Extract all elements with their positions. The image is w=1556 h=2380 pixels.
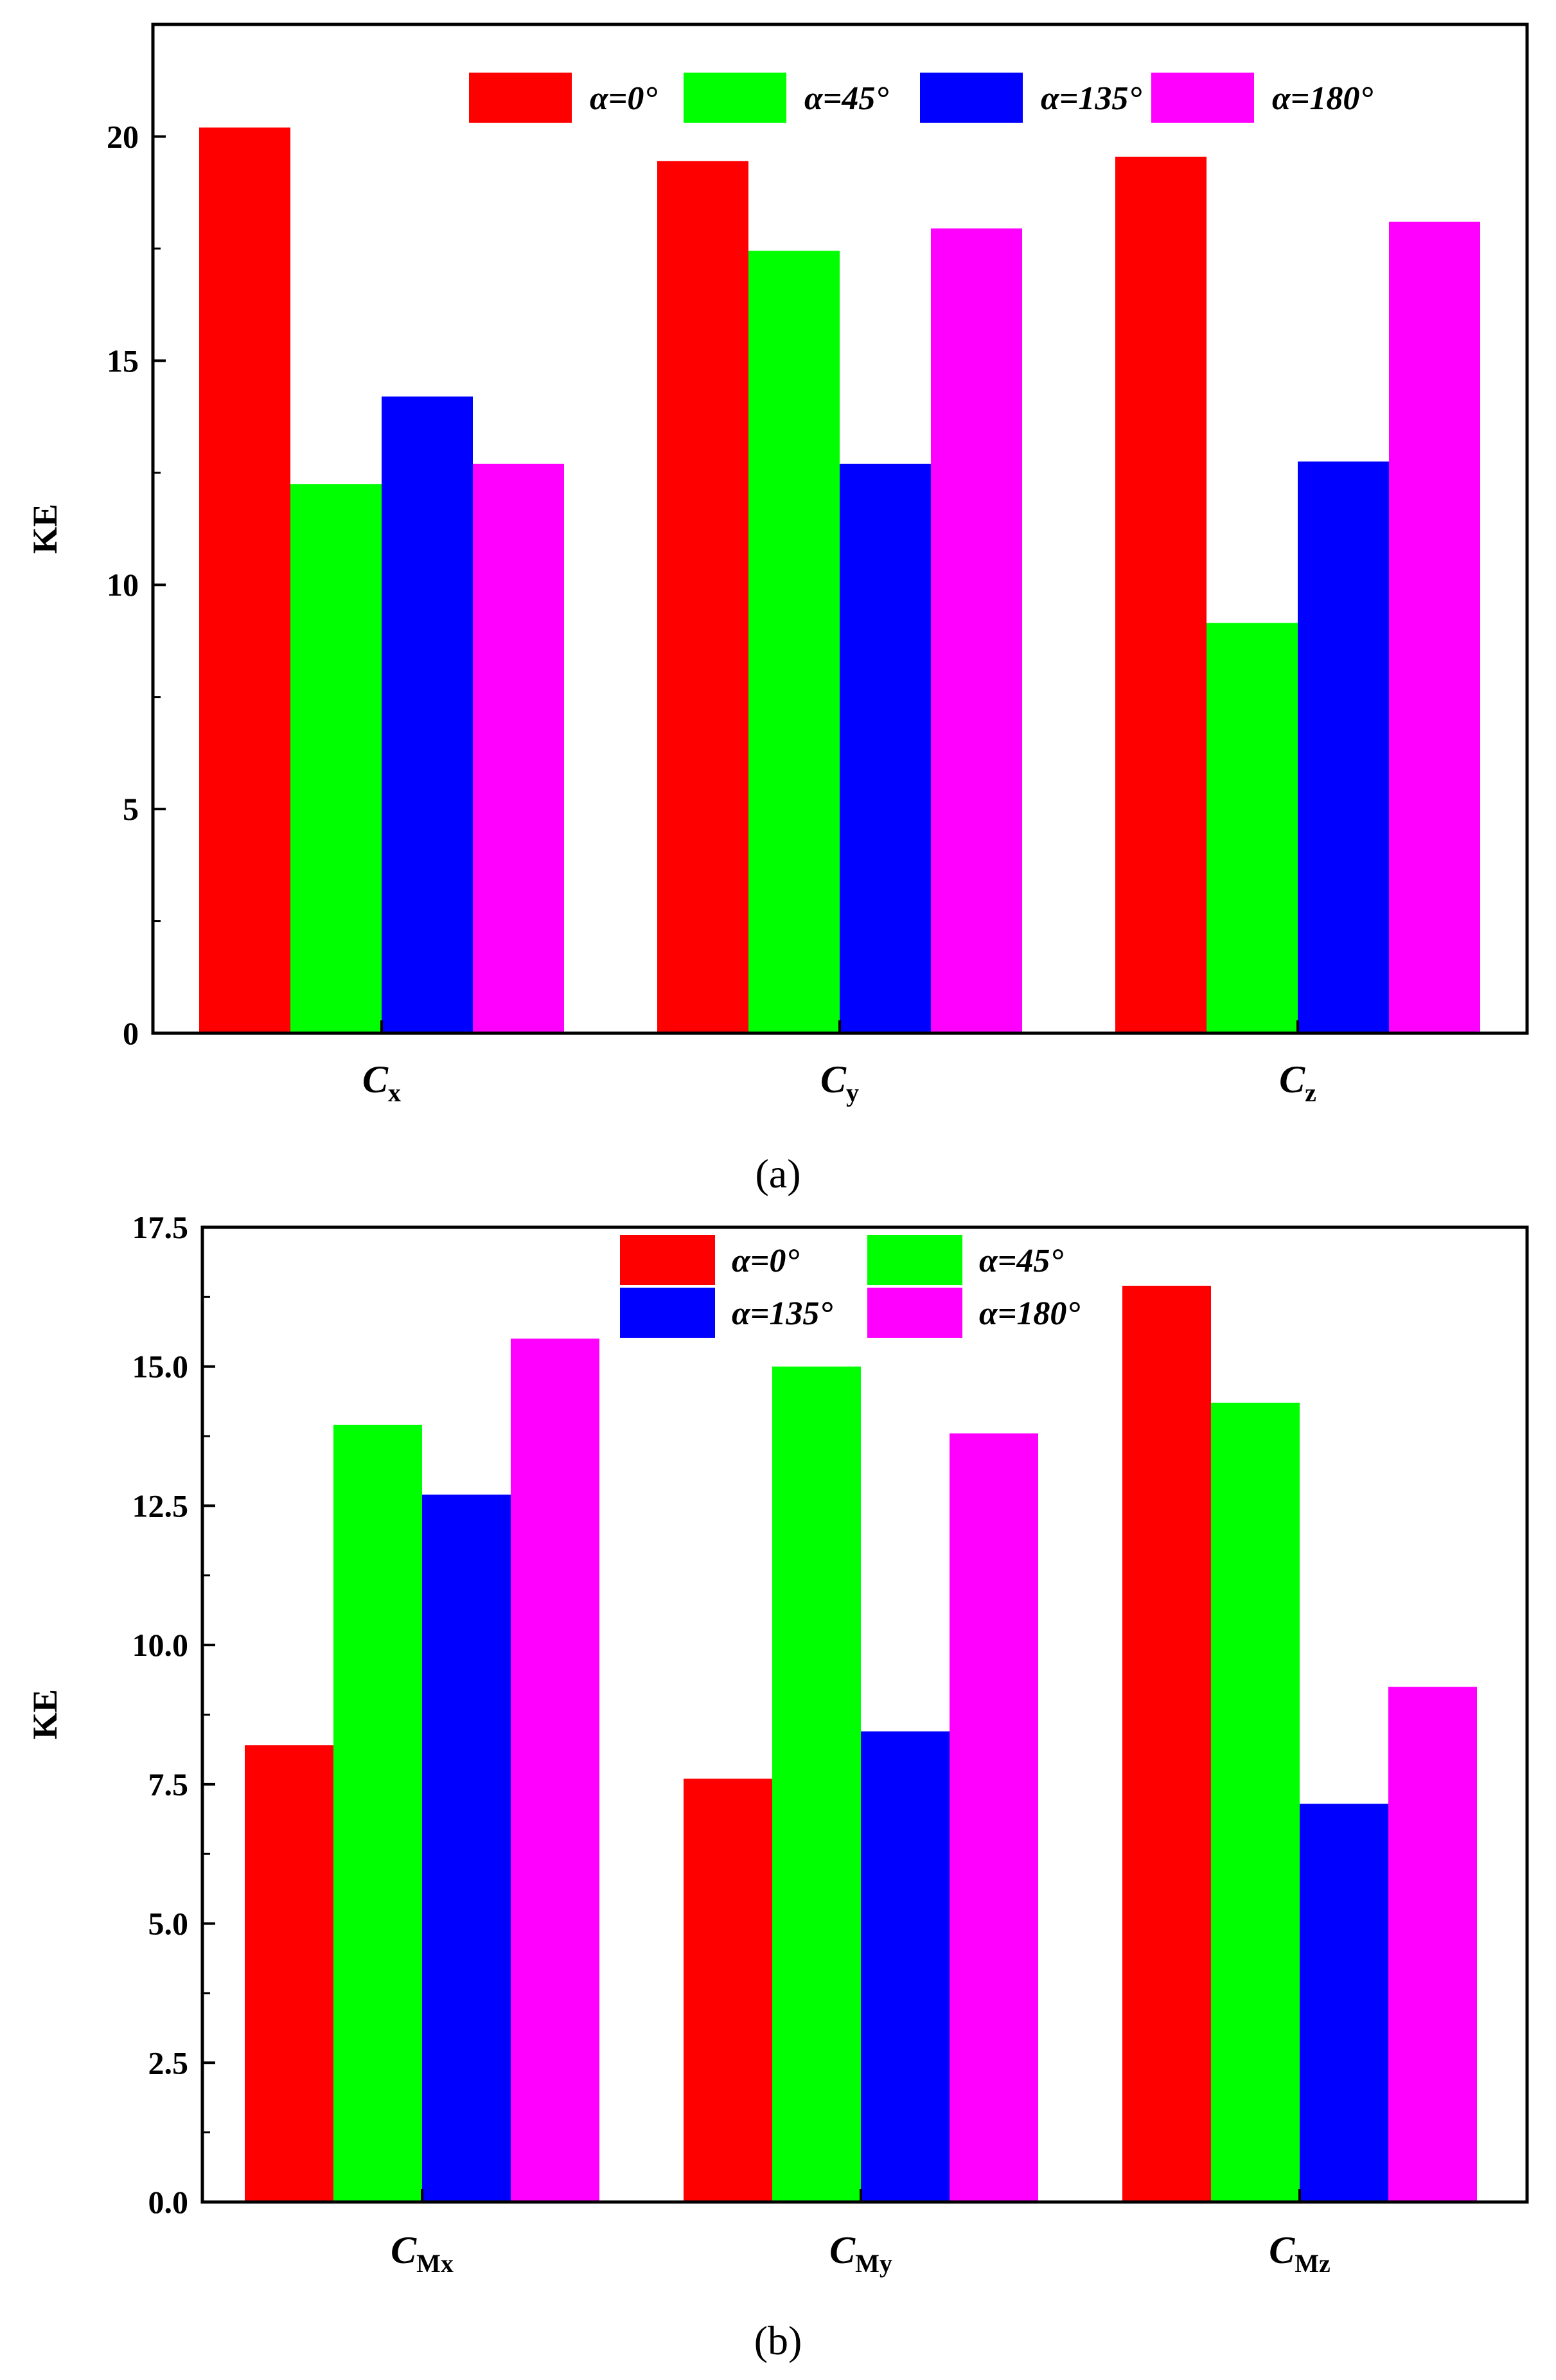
category-main: C (829, 2229, 856, 2271)
category-sub: My (855, 2249, 892, 2278)
y-tick-label: 7.5 (148, 1766, 189, 1802)
legend-label: α=0° (732, 1243, 799, 1279)
y-tick-label: 17.5 (132, 1209, 189, 1245)
bar-3-2 (1388, 1687, 1477, 2202)
category-main: C (391, 2229, 417, 2271)
bar-1-1 (748, 251, 840, 1033)
legend-swatch (684, 73, 786, 123)
bar-0-0 (245, 1745, 333, 2202)
legend-label: α=180° (979, 1295, 1080, 1332)
category-sub: y (846, 1078, 859, 1107)
x-category-label: Cx (362, 1058, 401, 1107)
bar-3-2 (1389, 222, 1480, 1033)
bar-3-0 (473, 463, 564, 1033)
bar-0-0 (199, 127, 290, 1033)
bar-0-2 (1122, 1286, 1211, 2202)
y-tick-label: 10 (107, 567, 139, 603)
panel-label: (a) (755, 1151, 800, 1196)
bar-1-2 (1207, 623, 1298, 1033)
bar-3-1 (950, 1433, 1038, 2202)
category-sub: Mx (416, 2249, 454, 2278)
legend-swatch (620, 1235, 715, 1285)
y-tick-label: 2.5 (148, 2045, 189, 2081)
y-tick-label: 0 (123, 1015, 139, 1051)
bar-2-1 (840, 463, 931, 1033)
bar-2-2 (1300, 1804, 1388, 2202)
bar-2-0 (382, 396, 473, 1033)
legend-label: α=180° (1272, 80, 1373, 117)
y-tick-label: 10.0 (132, 1627, 189, 1663)
y-tick-label: 15 (107, 342, 139, 378)
bar-1-2 (1211, 1403, 1300, 2202)
y-axis-title: KE (26, 504, 64, 554)
bar-1-0 (333, 1425, 422, 2202)
legend-swatch (620, 1288, 715, 1338)
x-category-label: Cz (1279, 1058, 1316, 1107)
legend-swatch (867, 1288, 962, 1338)
legend-swatch (469, 73, 572, 123)
legend-label: α=135° (732, 1295, 833, 1332)
category-main: C (1269, 2229, 1295, 2271)
bar-1-1 (772, 1366, 861, 2202)
x-category-label: CMx (391, 2229, 454, 2278)
category-main: C (820, 1058, 847, 1101)
x-category-label: CMz (1269, 2229, 1331, 2278)
y-tick-label: 20 (107, 118, 139, 154)
bar-3-1 (931, 228, 1022, 1033)
legend-label: α=45° (979, 1243, 1063, 1279)
category-main: C (362, 1058, 389, 1101)
legend-swatch (1151, 73, 1254, 123)
y-tick-label: 5.0 (148, 1906, 189, 1942)
legend-swatch (920, 73, 1023, 123)
legend-label: α=135° (1041, 80, 1142, 117)
category-sub: x (388, 1078, 401, 1107)
category-main: C (1279, 1058, 1305, 1101)
y-tick-label: 15.0 (132, 1349, 189, 1385)
bar-1-0 (290, 484, 382, 1033)
y-tick-label: 0.0 (148, 2184, 189, 2220)
legend-swatch (867, 1235, 962, 1285)
bar-0-1 (657, 161, 748, 1033)
y-tick-label: 5 (123, 791, 139, 827)
x-category-label: Cy (820, 1058, 859, 1107)
bar-0-1 (684, 1779, 772, 2202)
bar-3-0 (511, 1338, 599, 2202)
bar-0-2 (1115, 156, 1207, 1033)
legend: α=0° α=45° α=135° α=180° (620, 1235, 1080, 1338)
bar-2-1 (861, 1731, 950, 2202)
y-tick-label: 12.5 (132, 1487, 189, 1523)
y-axis-title: KE (26, 1689, 64, 1739)
legend-label: α=45° (804, 80, 889, 117)
category-sub: z (1305, 1078, 1316, 1107)
bar-2-0 (422, 1495, 511, 2202)
category-sub: Mz (1295, 2249, 1331, 2278)
legend-label: α=0° (590, 80, 657, 117)
panel-label: (b) (754, 2318, 802, 2363)
x-category-label: CMy (829, 2229, 892, 2278)
bar-2-2 (1298, 461, 1389, 1033)
legend: α=0° α=45° α=135° α=180° (469, 73, 1373, 123)
